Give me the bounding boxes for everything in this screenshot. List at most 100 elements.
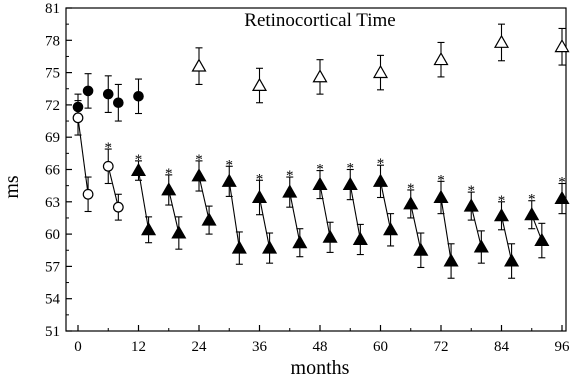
significance-star: *: [256, 171, 264, 187]
filled-triangle-point: [554, 190, 570, 205]
filled-triangle-point: [524, 207, 540, 221]
y-tick-label: 69: [45, 130, 60, 146]
filled-triangle-point: [322, 229, 338, 243]
x-tick-label: 36: [252, 339, 268, 355]
significance-star: *: [165, 166, 173, 182]
filled-triangle-point: [383, 222, 399, 236]
filled-triangle-point: [504, 253, 520, 267]
data-points: [72, 34, 570, 267]
connector-line: [379, 181, 392, 230]
significance-star: *: [105, 140, 113, 156]
y-axis: 51 54 57 60 63 66 69 72 75 78 81: [45, 1, 72, 340]
significance-star: *: [226, 157, 234, 173]
filled-triangle-point: [372, 173, 389, 187]
y-tick-label: 51: [45, 324, 60, 340]
x-tick-label: 0: [74, 339, 82, 355]
significance-star: *: [468, 183, 476, 199]
filled-triangle-point: [413, 242, 429, 256]
filled-triangle-point: [352, 231, 368, 245]
connector-line: [198, 175, 210, 221]
connector-line: [107, 166, 119, 208]
connector-line: [440, 197, 452, 262]
y-tick-label: 72: [45, 98, 60, 114]
x-tick-label: 84: [494, 339, 510, 355]
chart-title: Retinocortical Time: [244, 10, 395, 31]
open-circle-point: [102, 160, 114, 172]
connector-line: [500, 215, 513, 262]
open-triangle-point: [554, 39, 570, 53]
x-tick-label: 48: [313, 339, 328, 355]
open-triangle-point: [372, 64, 389, 79]
connector-line: [137, 170, 150, 230]
y-axis-title: ms: [1, 175, 23, 199]
x-tick-label: 12: [131, 339, 146, 355]
filled-circle-point: [72, 101, 84, 113]
connector-line: [349, 184, 361, 240]
x-tick-label: 60: [373, 339, 388, 355]
filled-triangle-point: [251, 189, 268, 203]
open-triangle-point: [312, 69, 328, 83]
filled-triangle-point: [463, 198, 479, 212]
filled-triangle-point: [191, 168, 207, 182]
open-triangle-point: [493, 34, 510, 48]
x-tick-label: 96: [555, 339, 571, 355]
open-circle-point: [72, 112, 84, 124]
significance-star: *: [407, 181, 415, 197]
filled-triangle-point: [130, 162, 147, 177]
connector-lines: [77, 117, 543, 262]
x-axis: 0 12 24 36 48 60 72 84 96: [74, 325, 570, 355]
significance-star: *: [528, 192, 536, 208]
filled-triangle-point: [141, 222, 157, 236]
filled-triangle-point: [262, 240, 278, 254]
connector-line: [258, 197, 271, 249]
error-bars: [74, 23, 566, 279]
filled-triangle-point: [201, 212, 217, 226]
y-tick-label: 81: [45, 1, 60, 17]
filled-triangle-point: [171, 225, 187, 239]
y-tick-label: 57: [45, 259, 61, 275]
significance-star: *: [498, 193, 506, 209]
filled-triangle-point: [221, 173, 237, 187]
open-circle-point: [82, 188, 94, 200]
connector-line: [470, 205, 482, 248]
y-tick-label: 63: [45, 195, 60, 211]
filled-triangle-point: [342, 176, 358, 191]
filled-triangle-point: [161, 182, 177, 196]
filled-triangle-point: [534, 232, 550, 247]
filled-triangle-point: [433, 189, 449, 203]
significance-star: *: [377, 156, 385, 172]
connector-line: [319, 184, 331, 238]
connector-line: [168, 189, 180, 234]
open-circle-point: [112, 201, 124, 213]
connector-line: [410, 203, 422, 251]
open-triangle-point: [433, 51, 449, 66]
filled-circle-point: [102, 88, 114, 100]
connector-line: [228, 181, 240, 249]
y-tick-label: 66: [45, 163, 61, 179]
filled-circle-point: [82, 85, 94, 97]
y-tick-label: 60: [45, 227, 60, 243]
significance-star: *: [195, 152, 203, 168]
y-tick-label: 54: [45, 292, 61, 308]
y-tick-label: 78: [45, 33, 60, 49]
filled-triangle-point: [493, 208, 510, 222]
filled-triangle-point: [443, 253, 459, 267]
x-tick-label: 24: [192, 339, 208, 355]
open-triangle-point: [251, 77, 268, 91]
connector-line: [289, 192, 301, 243]
significance-markers: * * * * * * * * * * * * * * * *: [105, 140, 566, 209]
significance-star: *: [347, 161, 355, 177]
filled-circle-point: [113, 97, 124, 109]
filled-triangle-point: [292, 235, 308, 249]
x-tick-label: 72: [434, 339, 449, 355]
filled-triangle-point: [282, 184, 298, 198]
y-tick-label: 75: [45, 66, 60, 82]
significance-star: *: [316, 162, 324, 178]
x-axis-title: months: [291, 357, 350, 378]
filled-triangle-point: [473, 239, 489, 253]
filled-triangle-point: [403, 196, 419, 210]
filled-triangle-point: [231, 240, 247, 254]
significance-star: *: [558, 174, 566, 190]
significance-star: *: [135, 152, 143, 168]
